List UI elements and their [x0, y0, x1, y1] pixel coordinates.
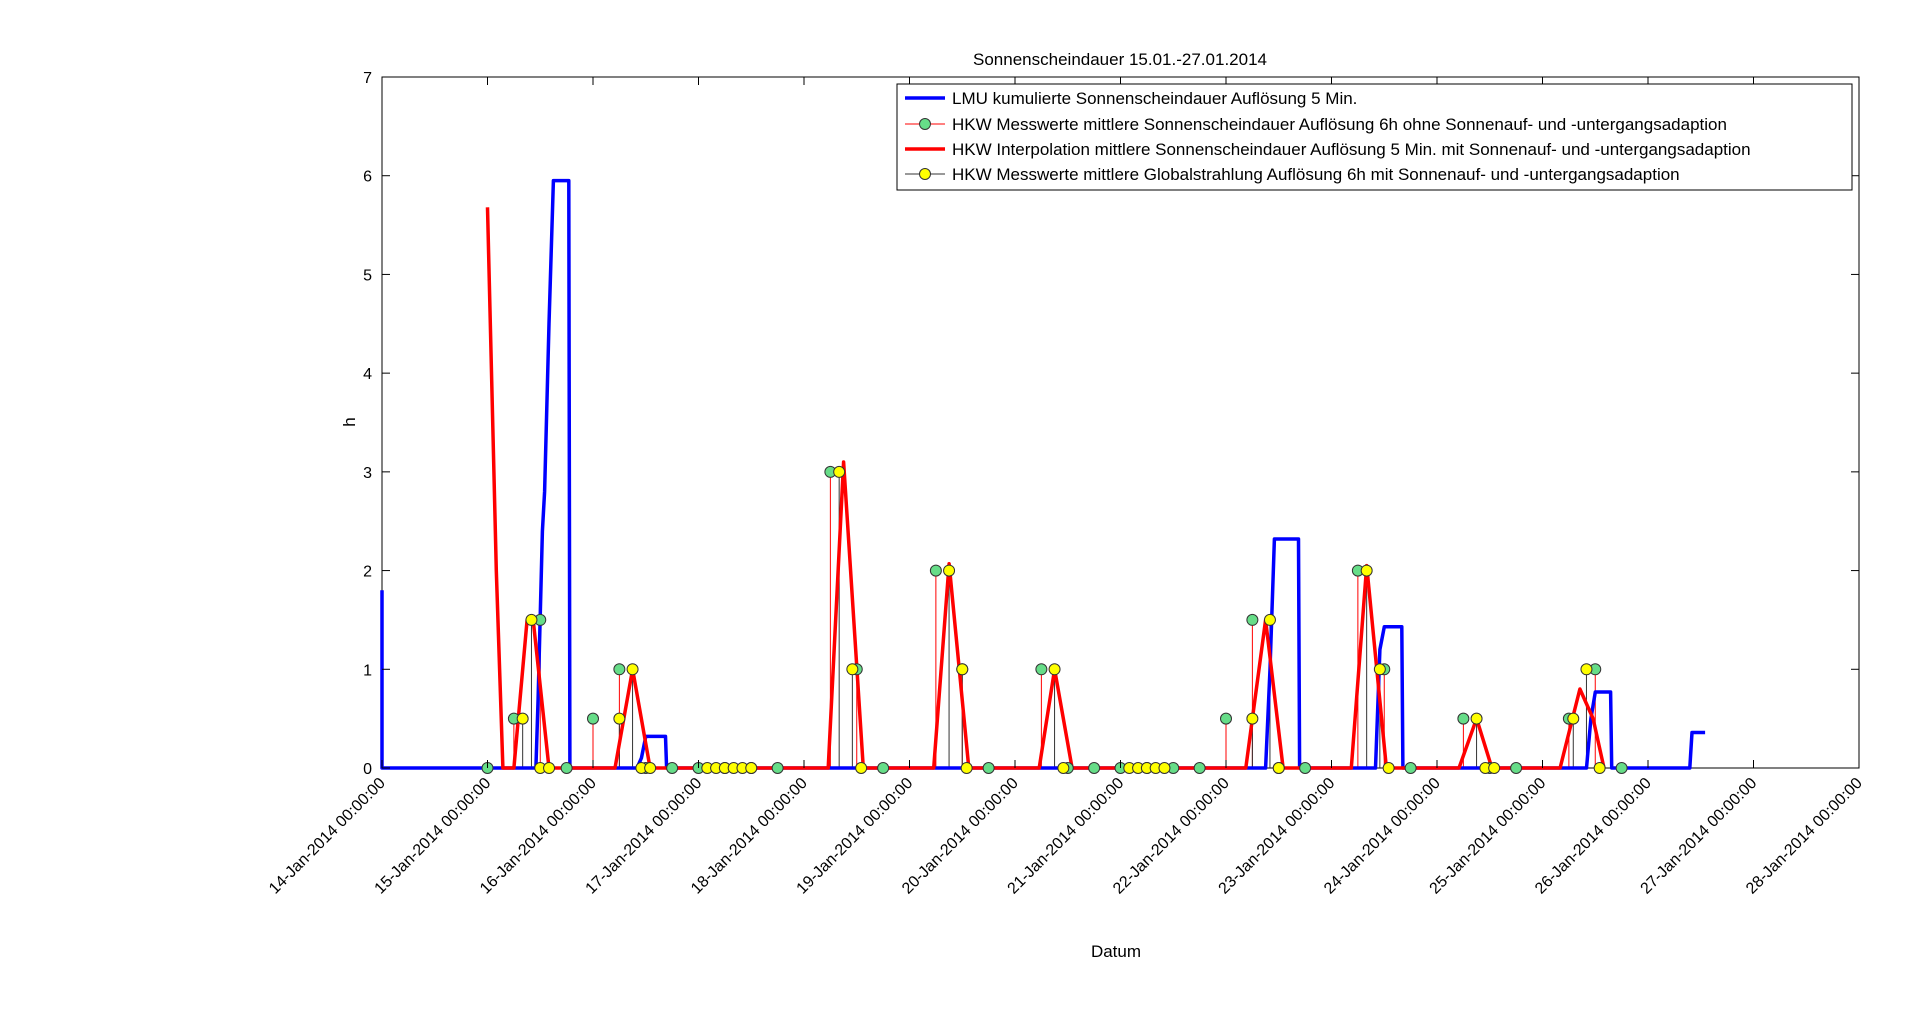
x-tick-label: 23-Jan-2014 00:00:00 — [1216, 775, 1339, 898]
legend-label-hkw-interpolation: HKW Interpolation mittlere Sonnenscheind… — [952, 140, 1751, 159]
stem-marker-3 — [943, 564, 956, 577]
stem-marker-3 — [613, 712, 626, 725]
legend-label-hkw-globalstrahlung: HKW Messwerte mittlere Globalstrahlung A… — [952, 165, 1680, 184]
legend-label-lmu: LMU kumulierte Sonnenscheindauer Auflösu… — [952, 89, 1357, 108]
x-tick-label: 15-Jan-2014 00:00:00 — [372, 775, 495, 898]
stem-marker-3 — [543, 762, 556, 774]
x-tick-label: 16-Jan-2014 00:00:00 — [477, 775, 600, 898]
stem-marker-1 — [613, 663, 626, 676]
stem-marker-3 — [1048, 663, 1061, 676]
x-tick-label: 22-Jan-2014 00:00:00 — [1110, 775, 1233, 898]
stem-marker-1 — [1220, 712, 1232, 725]
stem-marker-1 — [587, 712, 599, 725]
y-tick-label: 0 — [363, 761, 372, 778]
x-tick-label: 19-Jan-2014 00:00:00 — [794, 775, 917, 898]
stem-marker-3 — [1158, 762, 1171, 774]
stem-marker-3 — [1580, 663, 1593, 676]
stem-marker-1 — [1457, 712, 1470, 725]
stem-marker-3 — [1567, 712, 1580, 725]
y-tick-label: 4 — [363, 366, 372, 383]
legend-box — [896, 83, 1853, 191]
y-tick-label: 3 — [363, 465, 372, 482]
stem-marker-3 — [644, 762, 657, 774]
stem-marker-1 — [982, 762, 995, 774]
stem-marker-1 — [1193, 762, 1206, 774]
stem-marker-1 — [1299, 762, 1312, 774]
stem-marker-3 — [1246, 712, 1259, 725]
stem-marker-3 — [745, 762, 758, 774]
x-tick-label: 27-Jan-2014 00:00:00 — [1638, 775, 1761, 898]
x-tick-label: 17-Jan-2014 00:00:00 — [583, 775, 706, 898]
stem-marker-3 — [1470, 712, 1483, 725]
x-tick-label: 21-Jan-2014 00:00:00 — [1005, 775, 1128, 898]
x-tick-label: 14-Jan-2014 00:00:00 — [266, 775, 389, 898]
y-tick-label: 1 — [363, 662, 372, 679]
stem-marker-3 — [1057, 762, 1070, 774]
stem-marker-3 — [1382, 762, 1395, 774]
x-tick-label: 24-Jan-2014 00:00:00 — [1321, 775, 1444, 898]
stem-marker-1 — [1510, 762, 1523, 774]
x-tick-label: 20-Jan-2014 00:00:00 — [899, 775, 1022, 898]
stem-marker-3 — [855, 762, 868, 774]
x-axis-title: Datum — [1091, 942, 1141, 961]
stem-marker-3 — [1272, 762, 1285, 774]
stem-marker-3 — [956, 663, 969, 676]
y-axis-title: h — [340, 417, 359, 426]
stem-marker-1 — [1088, 762, 1101, 774]
legend-marker-green — [919, 118, 931, 130]
series-layer — [380, 178, 1706, 774]
stem-marker-3 — [1593, 762, 1606, 774]
legend: LMU kumulierte Sonnenscheindauer Auflösu… — [896, 83, 1853, 191]
stem-marker-1 — [560, 762, 573, 774]
stem-marker-1 — [1246, 613, 1259, 626]
stem-marker-3 — [1263, 613, 1276, 626]
x-tick-label: 26-Jan-2014 00:00:00 — [1532, 775, 1655, 898]
stem-marker-3 — [1488, 762, 1501, 774]
stem-marker-1 — [1404, 762, 1417, 774]
stem-marker-3 — [516, 712, 529, 725]
stem-marker-3 — [525, 613, 538, 626]
stem-marker-3 — [960, 762, 973, 774]
x-tick-label: 18-Jan-2014 00:00:00 — [688, 775, 811, 898]
stem-marker-1 — [877, 762, 890, 774]
stem-marker-1 — [1035, 663, 1048, 676]
y-tick-label: 7 — [363, 70, 372, 87]
stem-marker-1 — [929, 564, 942, 577]
stem-marker-3 — [1373, 663, 1386, 676]
series-line-2 — [485, 207, 1606, 770]
stem-marker-1 — [1615, 762, 1628, 774]
stem-marker-3 — [1360, 564, 1373, 577]
x-tick-label: 25-Jan-2014 00:00:00 — [1427, 775, 1550, 898]
stem-marker-3 — [846, 663, 859, 676]
y-tick-label: 6 — [363, 169, 372, 186]
x-tick-label: 28-Jan-2014 00:00:00 — [1743, 775, 1866, 898]
y-tick-label: 2 — [363, 564, 372, 581]
chart-title: Sonnenscheindauer 15.01.-27.01.2014 — [973, 50, 1267, 69]
stem-marker-3 — [626, 663, 639, 676]
plot-area — [381, 76, 1860, 769]
stem-marker-1 — [771, 762, 784, 774]
y-tick-label: 5 — [363, 267, 372, 284]
stem-marker-1 — [666, 762, 679, 774]
stem-marker-3 — [833, 465, 846, 478]
legend-label-hkw-sonnenschein: HKW Messwerte mittlere Sonnenscheindauer… — [952, 115, 1727, 134]
legend-marker-yellow — [919, 168, 931, 180]
